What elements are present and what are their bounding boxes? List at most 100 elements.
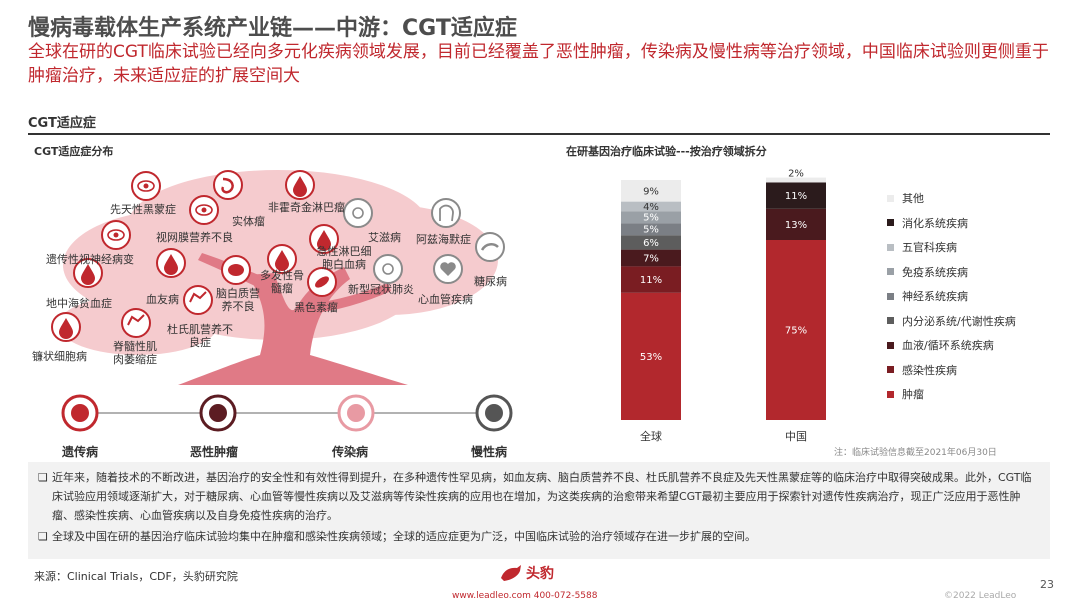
bar-segment (766, 240, 826, 420)
disease-label: 先天性黑蒙症 (110, 203, 176, 216)
legend-label: 其他 (902, 192, 924, 206)
eye-icon (131, 171, 161, 201)
data-label: 7% (643, 254, 659, 265)
legend-swatch (887, 366, 894, 374)
legend-swatch (887, 317, 894, 325)
legend-swatch (887, 268, 894, 276)
disease-label: 镰状细胞病 (32, 350, 87, 363)
legend-label: 消化系统疾病 (902, 216, 968, 230)
legend-label: 感染性疾病 (902, 363, 957, 377)
blood-drop-icon (309, 224, 339, 254)
logo-text: 头豹 (526, 566, 554, 582)
source-note: 来源：Clinical Trials，CDF，头豹研究院 (34, 570, 238, 583)
legend-item: 消化系统疾病 (887, 211, 1016, 236)
legend-swatch (887, 390, 894, 398)
tree-heading: CGT适应症分布 (34, 145, 114, 158)
dna-icon (71, 404, 89, 422)
legend-label: 免疫系统疾病 (902, 265, 968, 279)
chart-heading: 在研基因治疗临床试验---按治疗领域拆分 (566, 145, 767, 158)
contact-info: www.leadleo.com 400-072-5588 (452, 591, 598, 601)
disease-label: 阿兹海默症 (416, 233, 471, 246)
data-label: 9% (643, 186, 659, 197)
brain-icon (221, 255, 251, 285)
legend-item: 神经系统疾病 (887, 284, 1016, 309)
data-label: 6% (643, 238, 659, 249)
category-timeline (61, 394, 513, 432)
legend-swatch (887, 243, 894, 251)
disease-label: 艾滋病 (368, 231, 401, 244)
legend-item: 免疫系统疾病 (887, 260, 1016, 285)
checkbox-bullet-icon: ❑ (38, 471, 48, 484)
muscle-icon (121, 308, 151, 338)
blood-drop-icon (73, 258, 103, 288)
virus-icon (373, 254, 403, 284)
x-tick-label: 中国 (785, 430, 807, 443)
summary-box: ❑ 近年来，随着技术的不断改进，基因治疗的安全性和有效性得到提升，在多种遗传性罕… (28, 462, 1050, 559)
stomach-icon (213, 170, 243, 200)
data-label: 5% (643, 225, 659, 236)
data-label: 75% (785, 326, 807, 337)
bar-segment (621, 201, 681, 212)
x-tick-label: 全球 (640, 429, 662, 443)
legend-item: 肿瘤 (887, 382, 1016, 407)
disease-label: 新型冠状肺炎 (348, 283, 414, 296)
blood-drop-icon (51, 312, 81, 342)
disease-label: 实体瘤 (232, 215, 265, 228)
eye-icon (189, 195, 219, 225)
legend-swatch (887, 194, 894, 202)
category-label-genetic: 遗传病 (62, 445, 99, 459)
indication-tree: 先天性黑蒙症 视网膜营养不良 遗传性视神经病变 地中海贫血症 镰状细胞病 血友病… (28, 155, 548, 459)
bar-segment (621, 180, 681, 202)
summary-text: 近年来，随着技术的不断改进，基因治疗的安全性和有效性得到提升，在多种遗传性罕见病… (52, 471, 1032, 522)
cell-icon (209, 404, 227, 422)
disease-label: 遗传性视神经病变 (46, 253, 134, 266)
legend-label: 五官科疾病 (902, 241, 957, 255)
legend-swatch (887, 292, 894, 300)
pill-icon (485, 404, 503, 422)
bar-segment (766, 208, 826, 240)
disease-label: 心血管疾病 (418, 293, 473, 306)
legend-label: 血液/循环系统疾病 (902, 339, 994, 353)
eye-icon (101, 220, 131, 250)
skin-icon (307, 267, 337, 297)
legend-label: 神经系统疾病 (902, 290, 968, 304)
page-number: 23 (1040, 578, 1054, 591)
legend-item: 感染性疾病 (887, 358, 1016, 383)
disease-label: 杜氏肌营养不良症 (167, 323, 233, 349)
bar-segment (621, 235, 681, 250)
bar-segment (621, 211, 681, 224)
blood-drop-icon (156, 248, 186, 278)
chart-legend: 其他消化系统疾病 五官科疾病免疫系统疾病 神经系统疾病内分泌系统/代谢性疾病 血液/循… (887, 186, 1016, 407)
legend-swatch (887, 341, 894, 349)
virus-icon (347, 404, 365, 422)
legend-item: 其他 (887, 186, 1016, 211)
summary-bullet: ❑ 全球及中国在研的基因治疗临床试验均集中在肿瘤和感染性疾病领域；全球的适应症更… (38, 527, 1040, 546)
pancreas-icon (475, 232, 505, 262)
checkbox-bullet-icon: ❑ (38, 530, 48, 543)
summary-text: 全球及中国在研的基因治疗临床试验均集中在肿瘤和感染性疾病领域；全球的适应症更为广… (52, 530, 756, 543)
category-label-tumor: 恶性肿瘤 (190, 445, 239, 459)
legend-item: 五官科疾病 (887, 235, 1016, 260)
bar-segment (621, 266, 681, 293)
legend-label: 内分泌系统/代谢性疾病 (902, 314, 1016, 328)
leadleo-logo: 头豹 (500, 563, 554, 583)
disease-label: 脑白质营养不良 (216, 287, 260, 313)
section-label: CGT适应症 (28, 116, 96, 131)
disease-label: 血友病 (146, 293, 179, 306)
disease-icons (51, 170, 339, 342)
disease-label: 地中海贫血症 (46, 297, 112, 310)
muscle-icon (183, 285, 213, 315)
data-label: 53% (640, 352, 662, 363)
blood-drop-icon (267, 244, 297, 274)
disease-label: 脊髓性肌肉萎缩症 (113, 340, 157, 366)
legend-swatch (887, 219, 894, 227)
disease-label: 糖尿病 (474, 275, 507, 288)
stacked-bar-chart: 53%11%7%6%5%5%4%9%75%13%11%2% 全球 中国 (621, 169, 826, 443)
leopard-icon (501, 565, 521, 581)
bar-segment (621, 292, 681, 420)
data-label: 4% (643, 202, 659, 213)
head-brain-icon (431, 198, 461, 228)
legend-item: 内分泌系统/代谢性疾病 (887, 309, 1016, 334)
page-subtitle: 全球在研的CGT临床试验已经向多元化疾病领域发展，目前已经覆盖了恶性肿瘤，传染病… (28, 42, 1049, 86)
category-label-infectious: 传染病 (332, 445, 369, 459)
